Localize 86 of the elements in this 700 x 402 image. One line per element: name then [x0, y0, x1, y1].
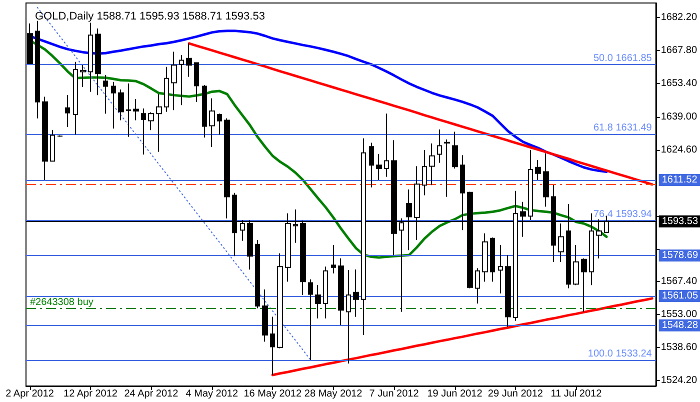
ref-line-label: 1578.69: [662, 250, 698, 261]
candlestick: [118, 88, 124, 121]
candlestick: [194, 62, 199, 102]
candlestick: [217, 113, 222, 135]
y-tick-label: 1624.60: [660, 144, 698, 156]
candlestick: [581, 258, 587, 312]
candlestick: [35, 20, 40, 119]
candlestick: [111, 81, 116, 130]
x-tick-label: 16 May 2012: [244, 388, 302, 400]
candlestick: [148, 112, 154, 131]
ref-line-label: 76.4 1593.94: [593, 208, 652, 220]
candlestick: [452, 131, 458, 170]
x-tick-label: 29 Jun 2012: [488, 388, 544, 400]
ref-line-label: 1611.52: [662, 174, 698, 186]
candlestick: [475, 268, 480, 304]
candlestick: [323, 266, 328, 319]
candlestick: [57, 134, 63, 138]
candlestick: [422, 150, 427, 196]
candlestick: [429, 142, 435, 186]
candlestick: [277, 252, 283, 349]
y-tick-label: 1524.20: [660, 375, 698, 386]
y-tick-label: 1682.20: [660, 12, 698, 23]
y-tick-label: 1667.80: [660, 45, 698, 56]
x-tick-label: 19 Jun 2012: [427, 388, 483, 400]
line-series: [271, 297, 654, 376]
line-series: [188, 42, 654, 186]
x-tick-label: 4 May 2012: [186, 388, 238, 400]
candlestick: [171, 51, 177, 111]
candlestick: [338, 258, 344, 326]
candlestick: [437, 128, 442, 164]
candlestick: [164, 66, 169, 112]
y-tick-label: 1538.60: [660, 342, 698, 354]
y-tick-label: 1639.00: [660, 111, 698, 122]
text: GOLD,Daily 1588.71 1595.93 1588.71 1593.53: [35, 10, 265, 22]
candlestick: [103, 74, 108, 114]
candlestick: [482, 232, 488, 282]
candlestick: [65, 94, 70, 128]
candlestick: [80, 64, 86, 88]
candlestick: [543, 152, 549, 208]
candlestick: [255, 240, 260, 309]
x-tick-label: 7 Jun 2012: [369, 388, 420, 400]
ref-line-label: #2643308 buy: [30, 296, 94, 308]
candlestick: [95, 28, 101, 96]
x-tick-label: 2 Apr 2012: [6, 388, 54, 400]
y-tick-label: 1653.40: [660, 78, 698, 90]
candlestick: [50, 130, 55, 162]
ref-line-label: 50.0 1661.85: [593, 52, 652, 64]
candlestick: [498, 244, 503, 294]
x-tick-label: 24 Apr 2012: [124, 388, 179, 400]
candlestick: [126, 82, 131, 138]
y-tick-label: 1553.00: [660, 309, 698, 320]
candlestick: [308, 278, 313, 361]
ref-line-label: 1561.05: [662, 290, 698, 302]
candlestick: [224, 118, 230, 219]
candlestick: [535, 160, 541, 181]
x-tick-label: 12 Apr 2012: [64, 388, 118, 400]
candlestick: [315, 284, 321, 319]
ref-line-label: 61.8 1631.49: [593, 122, 652, 134]
ref-line-label: 1593.53: [662, 216, 698, 227]
candlestick: [262, 288, 268, 342]
candlestick: [444, 139, 450, 198]
candlestick: [490, 236, 495, 282]
candlestick: [179, 54, 184, 106]
candlestick: [331, 244, 336, 274]
candlestick: [369, 142, 374, 188]
ref-line-label: 100.0 1533.24: [588, 348, 652, 360]
candlestick: [353, 268, 359, 318]
candlestick: [209, 98, 215, 148]
x-tick-label: 28 May 2012: [304, 388, 363, 400]
candlestick: [141, 108, 146, 155]
candlestick: [505, 254, 511, 328]
candlestick: [42, 96, 48, 181]
candlestick: [73, 61, 78, 135]
candlestick: [202, 84, 207, 138]
candlestick: [346, 270, 351, 364]
x-tick-label: 11 Jul 2012: [550, 388, 602, 400]
candlestick: [384, 113, 389, 178]
candlestick: [376, 154, 382, 181]
ref-line-label: 1548.28: [662, 320, 698, 331]
candlestick: [133, 98, 139, 121]
candlestick: [186, 42, 192, 78]
candlestick: [573, 244, 579, 286]
y-tick-label: 1567.40: [660, 276, 698, 287]
candlestick: [156, 94, 162, 152]
candlestick: [270, 316, 275, 376]
candlestick: [88, 22, 93, 92]
